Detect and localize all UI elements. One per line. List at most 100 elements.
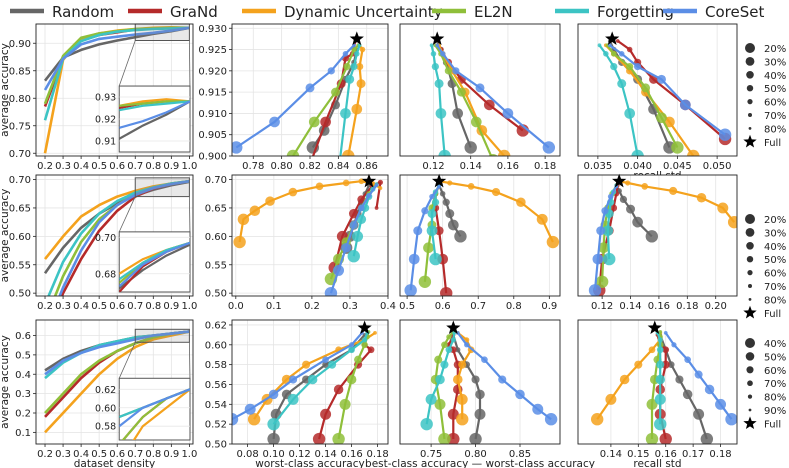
marker-legend-1: 20% 30% 40% 50% 60% 70% 80% Full (743, 214, 786, 320)
marker-legend-star (743, 416, 757, 430)
y-tick-label: 0.90 (9, 39, 31, 50)
data-point (418, 275, 432, 288)
data-point (682, 389, 693, 400)
y-tick-label: 0.3 (15, 389, 31, 400)
data-point (610, 62, 618, 71)
x-axis-label: recall std (633, 458, 681, 468)
marker-legend-label: Full (764, 419, 781, 430)
data-point (498, 375, 507, 384)
y-tick-label: 0.60 (205, 232, 227, 243)
data-point (373, 330, 377, 335)
marker-legend-dot (747, 270, 753, 276)
data-point (302, 360, 311, 369)
series-coreset (455, 330, 558, 426)
data-point (287, 393, 299, 405)
data-point (447, 219, 459, 231)
x-tick-label: 0.84 (327, 161, 349, 172)
data-point (430, 51, 437, 57)
x-tick-label: 0.4 (73, 449, 89, 460)
inset-connector (118, 40, 136, 87)
y-tick-label: 0.60 (9, 232, 31, 243)
y-tick-label: 0.5 (15, 350, 31, 361)
data-point (605, 393, 617, 405)
marker-legend-label: 40% (764, 242, 786, 253)
marker-legend-dot (746, 242, 754, 250)
marker-legend-dot (745, 338, 755, 348)
series-coreset (232, 330, 364, 426)
panel-r1-c0: 0.68 0.70 0.2 0.3 0.4 0.5 0.6 0.7 0.8 0.9 1.0 0.50 0… (0, 174, 197, 312)
y-tick-label: 0.910 (198, 109, 227, 120)
data-point (619, 195, 628, 204)
data-point (645, 230, 659, 243)
marker-legend-dot (746, 366, 754, 374)
legend-label: Random (52, 3, 114, 21)
data-point (592, 253, 604, 265)
data-point (607, 193, 614, 200)
data-point (502, 108, 514, 119)
y-tick-label: 0.54 (205, 400, 227, 411)
data-point (434, 355, 443, 364)
data-point (340, 108, 351, 119)
inset-y-tick-label: 0.93 (95, 93, 116, 104)
data-point (602, 225, 614, 237)
inset-connector (188, 196, 191, 232)
data-point (404, 284, 417, 296)
data-point (671, 342, 677, 348)
inset-line-dynamic-uncertainty (132, 388, 190, 440)
data-point (452, 67, 460, 75)
full-dataset-star (446, 320, 461, 334)
x-tick-label: 0.040 (623, 161, 652, 172)
data-point (694, 370, 703, 379)
x-tick-label: 0.7 (127, 301, 143, 312)
data-point (626, 62, 634, 71)
axes-frame (399, 174, 561, 297)
data-point (378, 186, 383, 190)
series-el2n (332, 330, 371, 444)
data-point (590, 413, 604, 426)
data-point (339, 398, 351, 410)
data-point (440, 360, 449, 369)
data-point (483, 99, 495, 111)
data-point (491, 187, 501, 197)
marker-legend-label: Full (764, 138, 781, 149)
data-point (515, 389, 525, 400)
y-tick-label: 0.920 (198, 66, 227, 77)
data-point (423, 242, 434, 254)
x-tick-label: 0.9 (163, 161, 179, 172)
data-point (305, 83, 315, 93)
full-dataset-star (612, 173, 627, 188)
data-point (648, 346, 656, 354)
axes-frame (231, 319, 389, 445)
series-forgetting (267, 330, 370, 431)
inset-connector (118, 342, 136, 379)
data-point (603, 51, 609, 57)
legend-entry-forgetting: Forgetting (555, 3, 674, 21)
series-coreset (435, 43, 556, 154)
x-tick-label: 0.12 (422, 161, 444, 172)
data-point (343, 62, 351, 71)
inset-line-forgetting (119, 100, 190, 112)
plot-content (233, 178, 384, 296)
axes-frame (399, 23, 561, 157)
x-tick-label: 0.5 (91, 449, 107, 460)
data-point (342, 179, 350, 187)
data-point (624, 108, 636, 119)
data-point (675, 375, 684, 384)
plot-content (588, 179, 737, 296)
data-point (447, 408, 459, 420)
y-tick-label: 0.4 (15, 370, 31, 381)
data-point (333, 384, 344, 395)
data-point (249, 205, 261, 217)
x-tick-label: 0.1 (266, 301, 282, 312)
x-tick-label: 0.3 (55, 301, 71, 312)
marker-legend-label: 50% (764, 255, 786, 266)
data-point (320, 408, 332, 420)
marker-legend-label: Full (764, 309, 781, 320)
data-point (341, 242, 351, 253)
legend-label: CoreSet (705, 3, 764, 21)
y-tick-label: 0.905 (198, 130, 227, 141)
grid (433, 24, 546, 156)
data-point (656, 74, 666, 84)
plot-content (404, 179, 560, 296)
data-point (354, 355, 363, 364)
